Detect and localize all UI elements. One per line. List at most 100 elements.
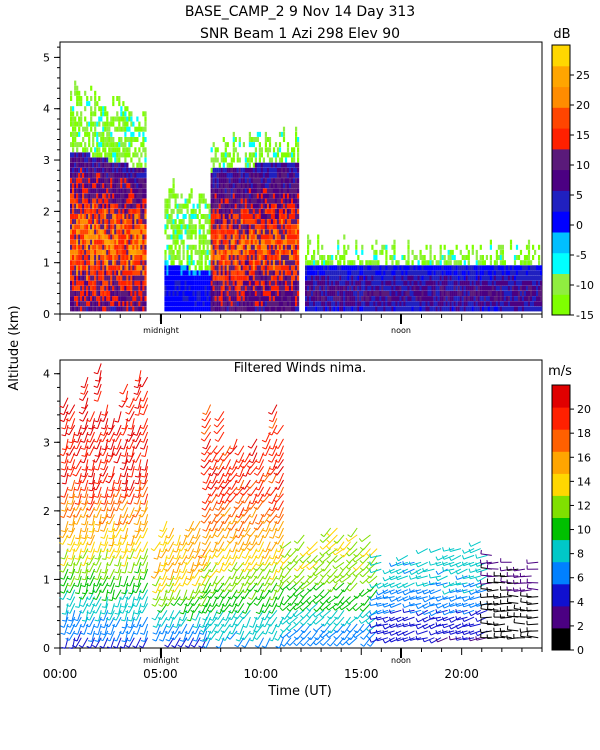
snr-cell xyxy=(425,291,428,296)
snr-cell xyxy=(198,208,201,214)
snr-cell xyxy=(234,147,237,153)
snr-cell xyxy=(86,208,89,214)
snr-cell xyxy=(433,285,436,291)
snr-cell xyxy=(457,275,460,281)
snr-cell xyxy=(144,188,147,194)
snr-cell xyxy=(208,219,211,225)
snr-cell xyxy=(138,208,141,214)
wind-barb xyxy=(82,424,89,436)
snr-cell xyxy=(280,178,284,184)
snr-cell xyxy=(108,157,111,163)
snr-cell xyxy=(363,285,366,291)
snr-cell xyxy=(122,224,125,230)
snr-cell xyxy=(530,285,533,291)
snr-cell xyxy=(116,162,119,168)
snr-cell xyxy=(262,296,265,302)
wind-barb-flag xyxy=(94,495,99,498)
snr-cell xyxy=(236,244,239,250)
snr-cell xyxy=(76,224,79,230)
snr-cell xyxy=(116,244,119,250)
snr-cell xyxy=(176,296,179,302)
snr-cell xyxy=(236,255,239,260)
snr-cell xyxy=(375,260,378,266)
snr-cell xyxy=(230,167,233,173)
snr-cell xyxy=(212,162,215,168)
snr-cell xyxy=(106,178,109,184)
wind-barb-flag xyxy=(74,592,80,595)
snr-cell xyxy=(208,275,211,281)
snr-cell xyxy=(276,280,280,286)
snr-cell xyxy=(140,183,143,189)
snr-cell xyxy=(78,96,81,101)
snr-cell xyxy=(218,167,221,173)
snr-cell xyxy=(126,301,129,307)
snr-cell xyxy=(321,291,324,296)
snr-cell xyxy=(116,234,119,240)
snr-cell xyxy=(278,157,282,163)
snr-cell xyxy=(295,249,298,255)
snr-cell xyxy=(270,224,274,230)
snr-cell xyxy=(132,244,135,250)
snr-cell xyxy=(391,260,394,266)
snr-cell xyxy=(172,183,175,189)
snr-cell xyxy=(134,296,137,302)
snr-cell xyxy=(186,301,189,307)
snr-cell xyxy=(200,193,203,199)
snr-cell xyxy=(523,296,527,302)
snr-cell xyxy=(96,183,99,189)
snr-cell xyxy=(166,219,169,225)
snr-cell xyxy=(286,219,290,225)
snr-cell xyxy=(473,301,476,307)
snr-cell xyxy=(78,219,81,225)
snr-cell xyxy=(142,270,145,276)
snr-cell xyxy=(96,275,99,281)
snr-cell xyxy=(200,280,203,286)
snr-cell xyxy=(503,280,506,286)
snr-cell xyxy=(76,275,79,281)
snr-cell xyxy=(102,285,105,291)
snr-cell xyxy=(172,301,175,307)
snr-cell xyxy=(234,219,237,225)
snr-cell xyxy=(208,285,211,291)
snr-cell xyxy=(367,270,370,276)
wind-barb xyxy=(75,616,82,628)
snr-cell xyxy=(126,239,129,245)
snr-cell xyxy=(429,255,432,260)
snr-cell xyxy=(347,296,350,302)
snr-cell xyxy=(491,301,494,307)
snr-cell xyxy=(114,203,117,209)
snr-cell xyxy=(439,301,442,307)
snr-cell xyxy=(395,260,398,266)
snr-cell xyxy=(317,260,320,266)
snr-cell xyxy=(339,255,342,260)
snr-cell xyxy=(246,301,249,307)
snr-cell xyxy=(94,101,97,107)
snr-cell xyxy=(455,285,458,291)
snr-cell xyxy=(196,301,199,307)
snr-cell xyxy=(132,265,135,271)
snr-cell xyxy=(351,285,354,291)
snr-cell xyxy=(98,147,101,153)
snr-cell xyxy=(278,193,282,199)
snr-cell xyxy=(517,270,521,276)
snr-cell xyxy=(108,208,111,214)
snr-cell xyxy=(439,306,442,312)
snr-cell xyxy=(172,219,175,225)
snr-cell xyxy=(70,265,73,271)
snr-cell xyxy=(525,244,529,250)
snr-cell xyxy=(118,224,121,230)
snr-cell xyxy=(276,301,280,307)
snr-cell xyxy=(144,172,147,178)
snr-cell xyxy=(232,147,235,153)
snr-cell xyxy=(268,234,272,240)
snr-cell xyxy=(176,208,179,214)
snr-cell xyxy=(228,214,231,219)
snr-cell xyxy=(108,270,111,276)
snr-cell xyxy=(90,167,93,173)
snr-cell xyxy=(84,244,87,250)
snr-cell xyxy=(126,183,129,189)
snr-cell xyxy=(78,142,81,148)
wind-barb-flag xyxy=(61,434,66,437)
snr-cell xyxy=(230,285,233,291)
snr-cell xyxy=(413,270,416,276)
